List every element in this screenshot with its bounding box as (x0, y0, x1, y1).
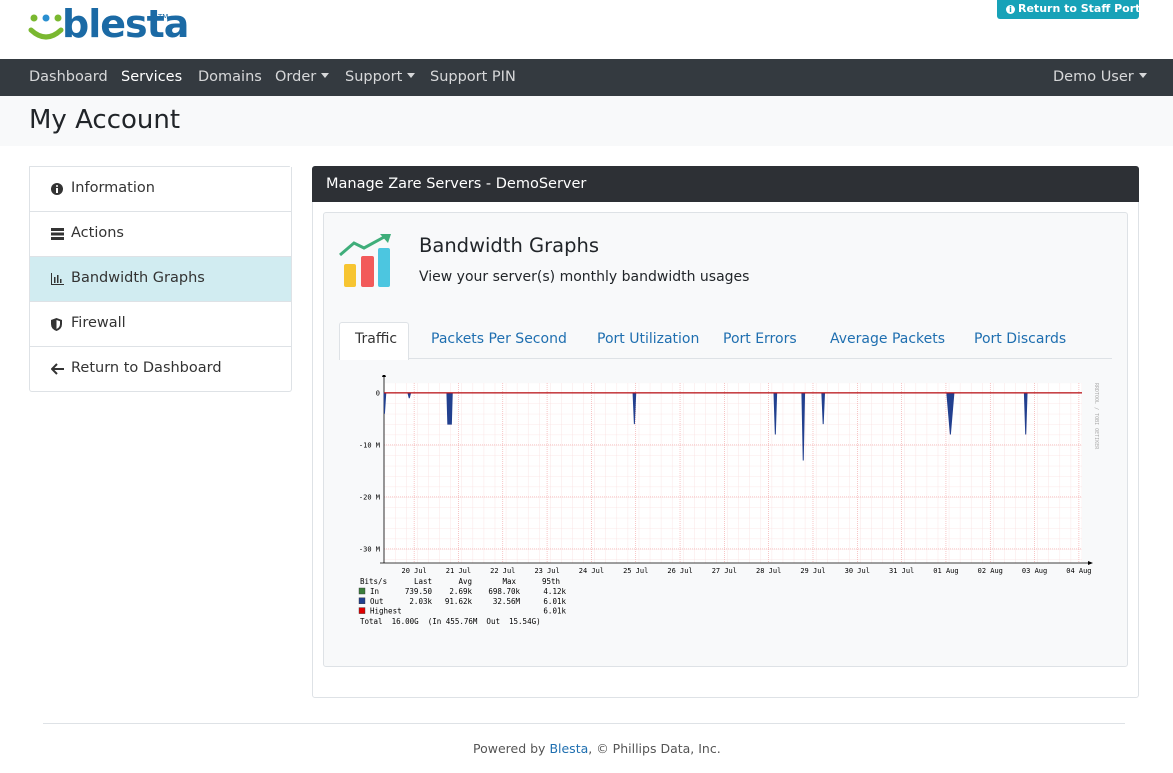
sidebar-item[interactable]: Firewall (29, 302, 292, 347)
x-tick-label: 25 Jul (623, 567, 648, 575)
staff-portal-label: Return to Staff Portal (1018, 2, 1152, 15)
legend-header: 95th (542, 577, 560, 586)
legend-value: 6.01k (543, 607, 566, 616)
tab[interactable]: Port Errors (723, 331, 797, 347)
legend-header: Last (414, 577, 432, 586)
y-tick-label: -20 M (359, 493, 380, 501)
navbar: Dashboard Services Domains Order Support… (0, 59, 1173, 96)
sidebar-item[interactable]: Bandwidth Graphs (29, 257, 292, 302)
nav-item[interactable]: Support PIN (430, 69, 516, 85)
x-tick-label: 24 Jul (579, 567, 604, 575)
title-bar (0, 96, 1173, 146)
logo-mark (28, 14, 64, 40)
sidebar-label: Bandwidth Graphs (71, 270, 205, 286)
nav-item[interactable]: Domains (198, 69, 262, 85)
sidebar-item[interactable]: Actions (29, 212, 292, 257)
footer-line (43, 723, 1125, 724)
legend-header: Max (502, 577, 516, 586)
user-menu[interactable]: Demo User (1053, 69, 1147, 85)
legend-value: 6.01k (543, 597, 566, 606)
x-tick-label: 01 Aug (933, 567, 958, 575)
x-tick-label: 04 Aug (1066, 567, 1091, 575)
legend-total: Total 16.00G (In 455.76M Out 15.54G) (360, 617, 541, 626)
x-tick-label: 22 Jul (490, 567, 515, 575)
nav-item[interactable]: Dashboard (29, 69, 108, 85)
graph-icon (339, 234, 391, 287)
page-title: My Account (29, 105, 181, 135)
footer: Powered by Blesta, © Phillips Data, Inc. (473, 741, 721, 756)
card-heading: Bandwidth Graphs (419, 234, 599, 257)
y-tick-label: -10 M (359, 441, 380, 449)
sidebar-label: Return to Dashboard (71, 360, 222, 376)
legend-name: Highest (370, 607, 402, 616)
y-tick-label: -30 M (359, 545, 380, 553)
panel-title: Manage Zare Servers - DemoServer (326, 176, 587, 192)
legend-name: In (370, 587, 379, 596)
legend-value: 739.50 (405, 587, 433, 596)
x-tick-label: 28 Jul (756, 567, 781, 575)
tab[interactable]: Average Packets (830, 331, 946, 347)
x-tick-label: 20 Jul (401, 567, 426, 575)
legend-name: Out (370, 597, 384, 606)
x-tick-label: 26 Jul (667, 567, 692, 575)
x-tick-label: 03 Aug (1022, 567, 1047, 575)
tab[interactable]: Traffic (355, 331, 398, 347)
legend-value: 2.03k (409, 597, 432, 606)
legend-value: 4.12k (543, 587, 566, 596)
sidebar-item[interactable]: Information (29, 167, 292, 212)
legend-value: 2.69k (449, 587, 472, 596)
legend-value: 91.62k (445, 597, 473, 606)
watermark: RRDTOOL / TOBI OETIKER (1093, 383, 1099, 450)
footer-text: Powered by (473, 741, 550, 756)
footer-link[interactable]: Blesta (549, 741, 589, 756)
x-tick-label: 02 Aug (978, 567, 1003, 575)
legend-swatch (358, 607, 366, 614)
sidebar-label: Firewall (71, 315, 126, 331)
sidebar-label: Information (71, 180, 155, 196)
legend-swatch (358, 597, 366, 605)
x-tick-label: 31 Jul (889, 567, 914, 575)
staff-portal-button[interactable]: i Return to Staff Portal (997, 0, 1152, 19)
panel-header (312, 166, 1139, 202)
x-tick-label: 29 Jul (800, 567, 825, 575)
nav-item[interactable]: Support (345, 69, 415, 85)
logo[interactable]: blesta (62, 2, 189, 46)
x-tick-label: 23 Jul (534, 567, 559, 575)
footer-text: , © Phillips Data, Inc. (588, 741, 721, 756)
card-description: View your server(s) monthly bandwidth us… (419, 269, 750, 285)
legend-value: 32.56M (493, 597, 521, 606)
x-tick-label: 27 Jul (712, 567, 737, 575)
legend-swatch (358, 587, 366, 595)
x-tick-label: 30 Jul (845, 567, 870, 575)
active-tab[interactable] (339, 322, 409, 360)
bandwidth-graph: 20 Jul 21 Jul 22 Jul 23 Jul 24 Jul 25 Jul 26 J… (358, 375, 1099, 626)
y-tick-label: 0 (376, 389, 380, 397)
tab[interactable]: Port Discards (974, 331, 1067, 347)
legend-value: 698.70k (488, 587, 520, 596)
tab[interactable]: Port Utilization (597, 331, 700, 347)
trademark: TM (158, 13, 169, 21)
minor-grid (384, 383, 1082, 563)
nav-item[interactable]: Order (275, 69, 329, 85)
tab-line (339, 358, 1112, 359)
legend-header: Avg (458, 577, 472, 586)
x-tick-label: 21 Jul (446, 567, 471, 575)
legend-header: Bits/s (360, 577, 387, 586)
tab[interactable]: Packets Per Second (431, 331, 567, 347)
sidebar-label: Actions (71, 225, 124, 241)
nav-item[interactable]: Services (121, 69, 183, 85)
sidebar (29, 166, 290, 167)
sidebar-item[interactable]: Return to Dashboard (29, 347, 292, 392)
